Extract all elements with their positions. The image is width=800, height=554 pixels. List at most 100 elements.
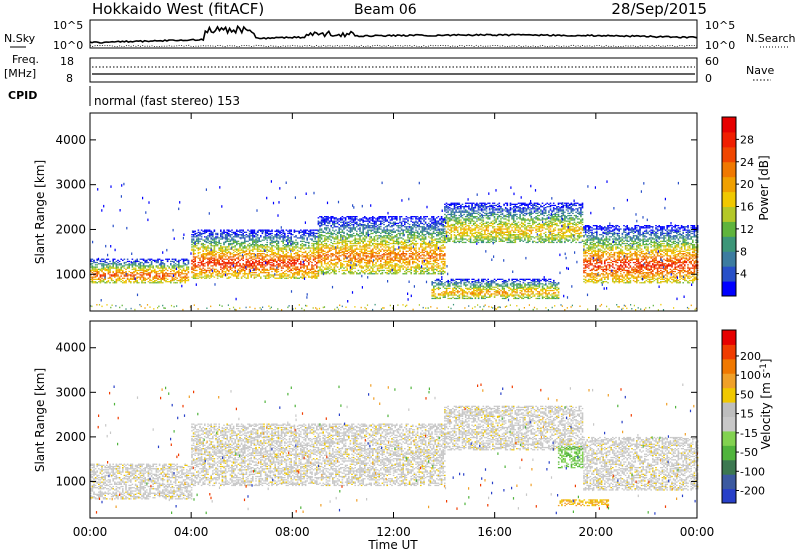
power-cell bbox=[397, 257, 400, 259]
power-cell bbox=[320, 268, 323, 270]
power-cell bbox=[271, 240, 273, 242]
power-cell bbox=[349, 245, 352, 247]
noise-right-tick-bottom: 10^0 bbox=[705, 39, 735, 52]
power-cell bbox=[415, 245, 417, 247]
power-cell bbox=[260, 245, 262, 247]
power-cell bbox=[368, 247, 371, 249]
power-cell bbox=[429, 234, 432, 236]
power-cell bbox=[258, 253, 260, 255]
power-cell bbox=[194, 275, 196, 277]
power-cell bbox=[402, 267, 404, 269]
power-cell bbox=[303, 267, 305, 269]
power-cell bbox=[186, 267, 188, 269]
power-cell bbox=[178, 270, 180, 273]
power-cell bbox=[91, 279, 94, 282]
power-cell bbox=[324, 245, 326, 247]
power-cell bbox=[317, 240, 320, 242]
power-cell bbox=[351, 251, 353, 254]
power-cell bbox=[319, 266, 321, 268]
power-cell bbox=[389, 257, 392, 259]
power-cell bbox=[306, 232, 308, 235]
power-cell bbox=[392, 240, 395, 242]
power-cell bbox=[418, 260, 420, 263]
power-cell bbox=[373, 227, 376, 229]
power-cell bbox=[232, 238, 235, 240]
power-cell bbox=[418, 218, 420, 220]
power-cell bbox=[239, 259, 241, 261]
power-cell bbox=[248, 272, 251, 274]
power-cell bbox=[157, 281, 159, 283]
power-cell bbox=[261, 272, 264, 274]
power-cell bbox=[276, 242, 278, 245]
power-cell bbox=[101, 265, 103, 267]
power-cell bbox=[429, 218, 432, 220]
power-cell bbox=[367, 261, 369, 264]
power-cell bbox=[165, 279, 167, 282]
power-cell bbox=[330, 241, 332, 244]
power-cell bbox=[115, 282, 118, 284]
power-cell bbox=[232, 274, 235, 276]
power-cell bbox=[408, 263, 411, 265]
power-cell bbox=[416, 263, 419, 265]
power-cell bbox=[192, 246, 195, 248]
power-cell bbox=[324, 261, 326, 264]
power-cell bbox=[256, 234, 259, 236]
power-cell bbox=[346, 249, 348, 251]
power-cell bbox=[157, 278, 159, 280]
power-cell bbox=[375, 239, 377, 241]
power-cell bbox=[301, 234, 304, 236]
power-cell bbox=[290, 254, 292, 256]
power-cell bbox=[407, 226, 409, 228]
power-cell bbox=[240, 270, 243, 273]
power-cell bbox=[142, 269, 145, 272]
power-cell bbox=[330, 220, 332, 222]
power-cell bbox=[229, 236, 232, 238]
power-cell bbox=[234, 239, 236, 241]
power-cell bbox=[439, 254, 441, 256]
power-cell bbox=[314, 229, 316, 231]
power-cell bbox=[182, 263, 185, 265]
power-cell bbox=[421, 246, 424, 248]
power-cell bbox=[349, 255, 352, 257]
power-cell bbox=[205, 241, 208, 244]
power-cell bbox=[380, 249, 382, 251]
power-cell bbox=[282, 258, 284, 260]
power-cell bbox=[115, 267, 118, 269]
power-cell bbox=[207, 245, 209, 247]
power-cell bbox=[173, 261, 175, 264]
power-cell bbox=[166, 281, 169, 283]
power-cell bbox=[223, 263, 225, 265]
power-cell bbox=[280, 261, 283, 264]
power-cell bbox=[348, 256, 350, 258]
power-cell bbox=[242, 251, 244, 254]
power-cell bbox=[324, 263, 326, 265]
power-cell bbox=[346, 232, 348, 235]
power-cell bbox=[365, 245, 368, 247]
power-cell bbox=[234, 245, 236, 247]
power-cell bbox=[348, 223, 350, 226]
power-cell bbox=[348, 248, 350, 250]
power-cell bbox=[325, 268, 328, 270]
power-cell bbox=[171, 279, 174, 282]
power-cell bbox=[428, 253, 430, 255]
freq-left-tick-bottom: 8 bbox=[66, 72, 73, 85]
power-cell bbox=[178, 267, 180, 269]
power-cell bbox=[404, 226, 406, 228]
power-cell bbox=[319, 236, 321, 238]
power-cell bbox=[242, 269, 244, 272]
power-cell bbox=[357, 253, 360, 255]
power-cell bbox=[181, 278, 183, 280]
power-cell bbox=[407, 235, 409, 237]
power-cell bbox=[346, 250, 348, 252]
power-cell bbox=[439, 265, 441, 267]
power-cell bbox=[400, 256, 403, 258]
power-cell bbox=[384, 263, 387, 265]
power-cell bbox=[264, 276, 267, 278]
power-cell bbox=[171, 266, 174, 268]
power-cell bbox=[163, 275, 166, 277]
power-cell bbox=[360, 248, 363, 250]
power-cell bbox=[244, 247, 246, 249]
power-cell bbox=[102, 273, 105, 275]
power-cell bbox=[317, 221, 320, 223]
power-cell bbox=[186, 268, 188, 270]
